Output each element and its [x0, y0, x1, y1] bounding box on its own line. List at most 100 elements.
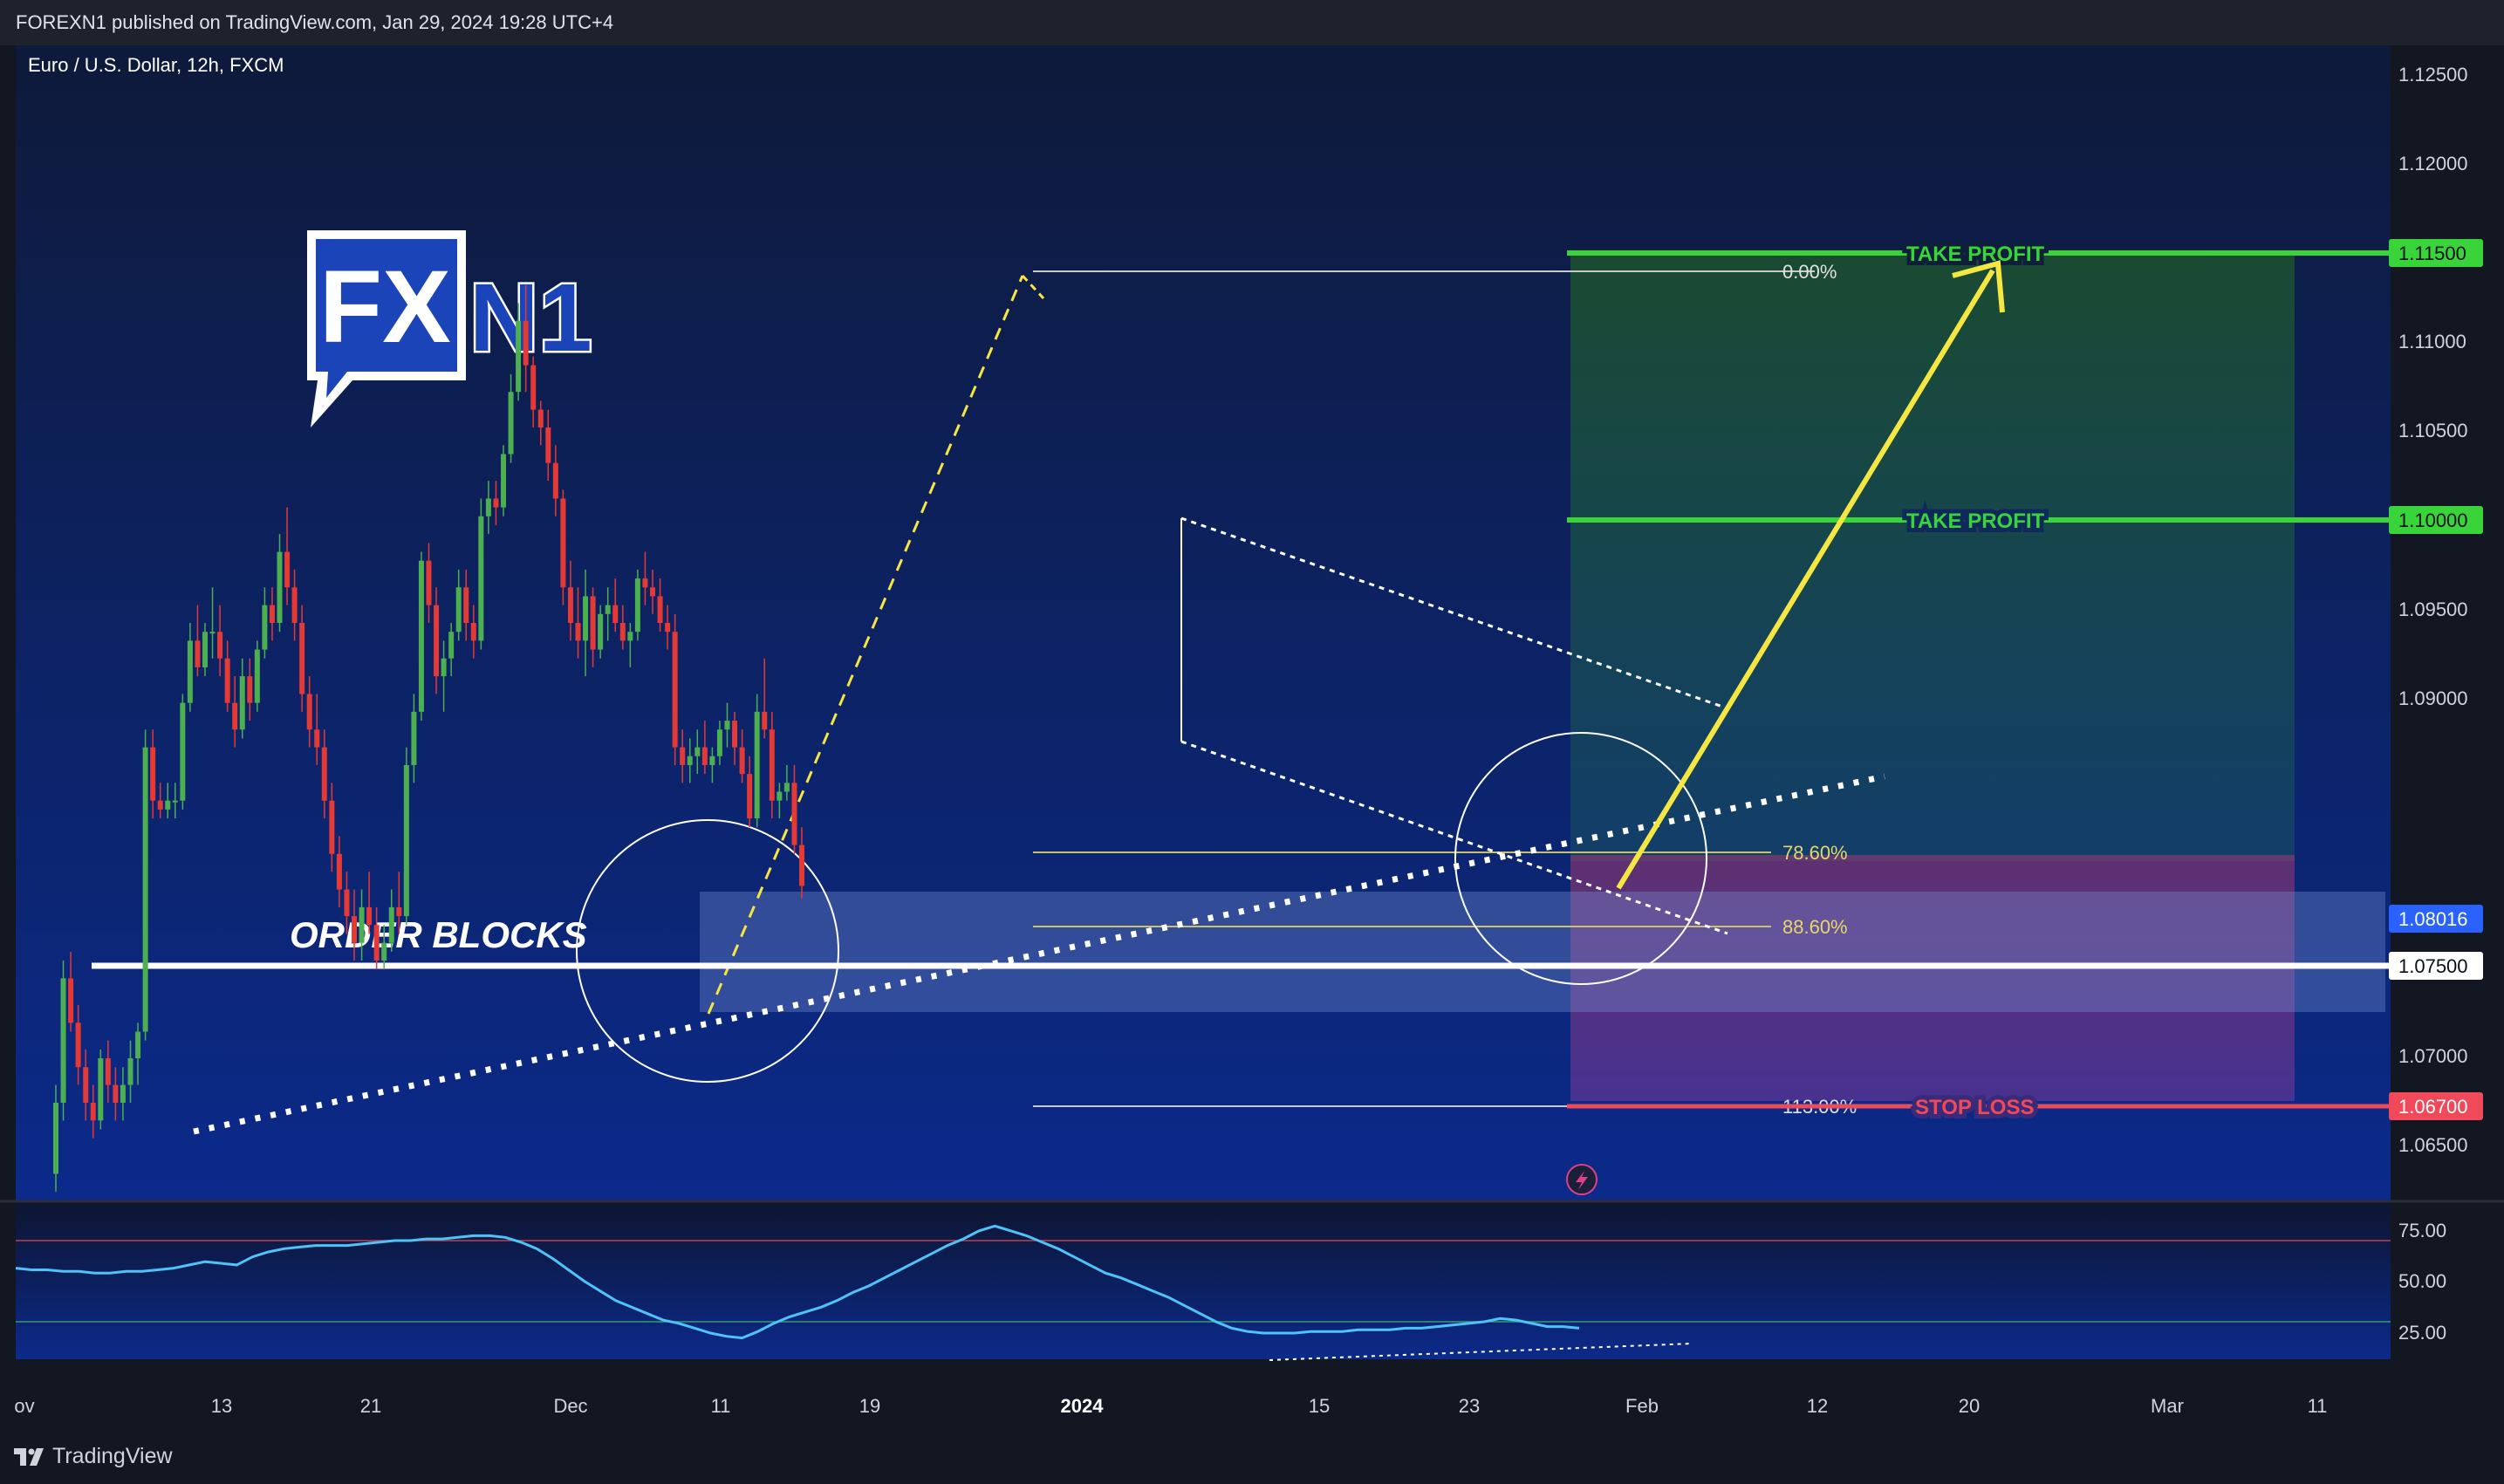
candle-body [716, 729, 722, 756]
price-tag-tp1-text: 1.11500 [2398, 243, 2466, 264]
time-tick: 11 [711, 1395, 731, 1417]
candle-body [105, 1058, 111, 1085]
candle-body [799, 845, 804, 886]
candle-body [448, 632, 455, 659]
candle-body [672, 632, 678, 748]
logo-text-fx: FX [319, 250, 451, 365]
impulse-leg-line [707, 275, 1024, 1015]
price-tick: 1.07000 [2398, 1045, 2468, 1067]
rsi-tick: 25.00 [2398, 1322, 2446, 1344]
candle-body [90, 1102, 96, 1121]
candle-body [687, 756, 693, 765]
candle-body [187, 640, 193, 703]
fxn1-logo: FX N1 [307, 230, 594, 427]
candle-body [224, 658, 230, 703]
candle-body [352, 916, 357, 943]
candle-body [165, 800, 171, 810]
impulse-leg-top [1021, 274, 1045, 300]
candle-body [127, 1058, 133, 1085]
rsi-axis: 75.00 50.00 25.00 [2398, 1220, 2446, 1344]
highlight-circle-1 [576, 819, 839, 1083]
candle-body [284, 551, 291, 588]
candle-body [247, 676, 253, 703]
tradingview-brand[interactable]: TradingView [14, 1444, 173, 1469]
stop-loss-zone [1570, 855, 2295, 1101]
candle-body [306, 694, 312, 730]
projection-arrow [1616, 269, 1995, 890]
candle-body [98, 1058, 104, 1121]
candle-body [747, 774, 753, 819]
candle-body [709, 756, 715, 765]
candle-body [560, 498, 566, 588]
candle-body [575, 623, 581, 641]
time-axis[interactable]: ov 13 21 Dec 11 19 2024 15 23 Feb 12 20 … [14, 1395, 2327, 1417]
candle-body [403, 764, 409, 917]
candle-body [426, 560, 432, 605]
candle-body [598, 613, 604, 650]
candle-body [739, 747, 745, 775]
candle-body [485, 498, 491, 516]
candle-body [83, 1067, 89, 1103]
ascending-trendline [193, 773, 1885, 1135]
candle-body [388, 906, 394, 943]
time-tick: 11 [2308, 1395, 2328, 1417]
time-tick: Feb [1625, 1395, 1659, 1417]
fib-label-0: 0.00% [1782, 261, 1837, 283]
candle-body [142, 747, 148, 1032]
candle-body [478, 516, 484, 641]
take-profit-zone [1570, 253, 2295, 861]
candle-body [418, 560, 424, 712]
candle-body [269, 605, 275, 623]
price-tick: 1.12500 [2398, 64, 2468, 85]
candle-body [619, 623, 626, 641]
candle-body [232, 702, 238, 730]
candle-body [396, 906, 402, 917]
candle-body [359, 906, 365, 943]
candle-body [202, 632, 208, 667]
candle-body [254, 649, 260, 703]
channel-upper-line [1180, 516, 1728, 710]
candle-body [680, 747, 686, 765]
candle-body [501, 454, 506, 508]
time-tick: 20 [1959, 1395, 1980, 1417]
candle-body [411, 711, 417, 765]
candle-body [373, 925, 380, 961]
time-tick: 2024 [1061, 1395, 1105, 1417]
candle-body [434, 605, 440, 677]
time-tick: 13 [211, 1395, 232, 1417]
time-tick: Mar [2151, 1395, 2184, 1417]
candle-body [195, 640, 201, 667]
tradingview-brand-text: TradingView [52, 1444, 173, 1468]
candle-body [665, 623, 671, 633]
candle-body [239, 676, 245, 730]
price-tag-tp2-text: 1.10000 [2398, 509, 2468, 531]
take-profit-label-2: TAKE PROFIT [1906, 509, 2045, 533]
price-axis[interactable]: 1.12500 1.12000 1.11000 1.10500 1.09500 … [2398, 64, 2468, 1156]
candle-body [291, 587, 298, 623]
candle-body [694, 747, 701, 756]
price-axis-background [2391, 45, 2504, 1429]
candle-body [53, 1102, 58, 1174]
candle-body [530, 365, 537, 410]
candle-body [470, 623, 476, 641]
candle-body [523, 320, 529, 366]
candle-body [732, 721, 738, 748]
event-lightning-icon[interactable] [1566, 1164, 1597, 1195]
candle-body [650, 587, 655, 597]
candle-body [321, 747, 327, 801]
candle-body [791, 783, 797, 845]
price-chart[interactable]: Euro / U.S. Dollar, 12h, FXCM FX N1 0.00… [0, 45, 2504, 1429]
candle-body [552, 462, 558, 499]
candle-body [172, 800, 178, 803]
candle-body [113, 1084, 119, 1103]
candle-body [583, 596, 589, 641]
publish-header: FOREXN1 published on TradingView.com, Ja… [0, 0, 2504, 45]
stop-loss-label: STOP LOSS [1915, 1096, 2035, 1119]
price-tick: 1.06500 [2398, 1134, 2468, 1156]
highlight-circle-2 [1454, 732, 1707, 985]
candle-body [590, 596, 596, 650]
candle-body [60, 978, 66, 1103]
time-tick: ov [14, 1395, 34, 1417]
price-tag-sl-text: 1.06700 [2398, 1096, 2468, 1118]
price-tick: 1.09000 [2398, 687, 2468, 709]
